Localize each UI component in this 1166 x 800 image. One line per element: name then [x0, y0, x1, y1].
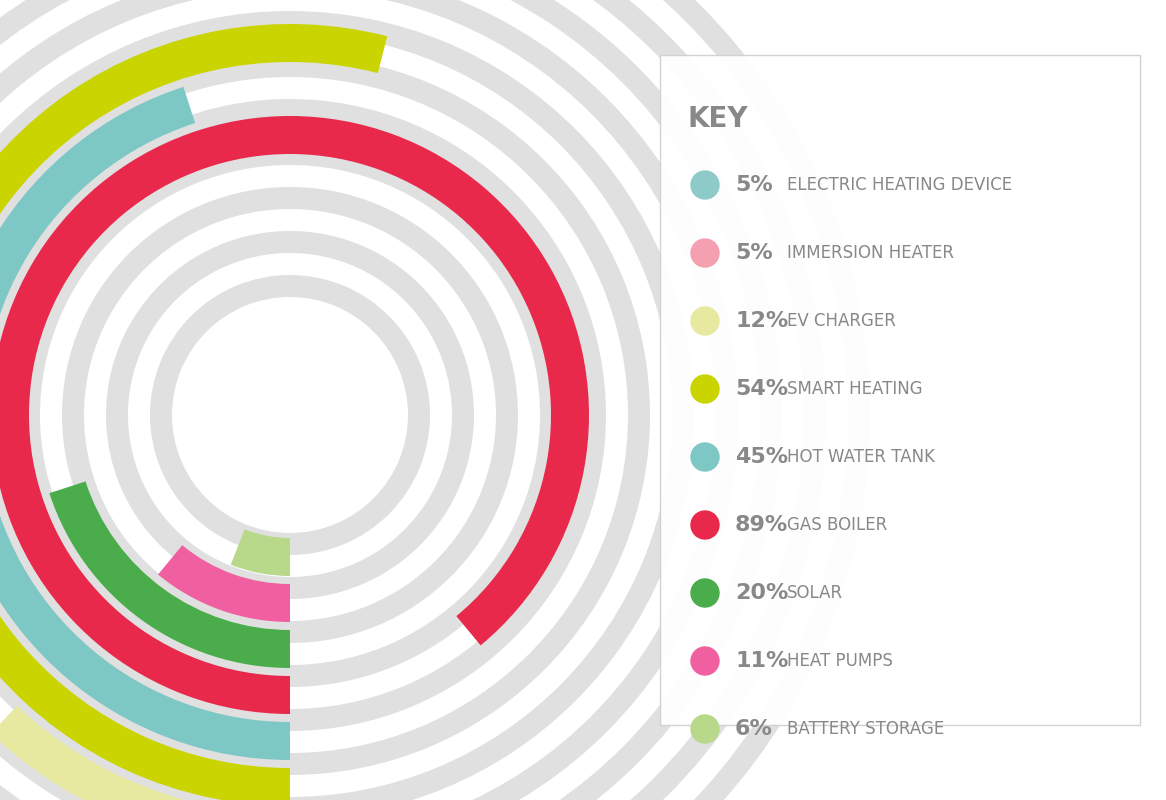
Circle shape — [691, 715, 719, 743]
Wedge shape — [0, 0, 782, 800]
Text: KEY: KEY — [688, 105, 749, 133]
Text: 6%: 6% — [735, 719, 773, 739]
Wedge shape — [0, 99, 606, 731]
FancyBboxPatch shape — [660, 55, 1140, 725]
Circle shape — [177, 302, 403, 528]
Text: ELECTRIC HEATING DEVICE: ELECTRIC HEATING DEVICE — [787, 176, 1012, 194]
Text: 5%: 5% — [735, 243, 773, 263]
Text: 11%: 11% — [735, 651, 788, 671]
Circle shape — [691, 239, 719, 267]
Text: HOT WATER TANK: HOT WATER TANK — [787, 448, 935, 466]
Text: 89%: 89% — [735, 515, 788, 535]
Wedge shape — [106, 231, 475, 599]
Wedge shape — [0, 11, 694, 800]
Wedge shape — [159, 546, 290, 622]
Text: 5%: 5% — [735, 175, 773, 195]
Wedge shape — [194, 319, 386, 511]
Circle shape — [691, 647, 719, 675]
Text: 45%: 45% — [735, 447, 788, 467]
Wedge shape — [0, 116, 589, 714]
Text: SOLAR: SOLAR — [787, 584, 843, 602]
Wedge shape — [49, 482, 290, 668]
Circle shape — [691, 375, 719, 403]
Text: BATTERY STORAGE: BATTERY STORAGE — [787, 720, 944, 738]
Text: IMMERSION HEATER: IMMERSION HEATER — [787, 244, 954, 262]
Wedge shape — [62, 187, 518, 643]
Wedge shape — [150, 275, 430, 555]
Wedge shape — [0, 0, 826, 800]
Text: GAS BOILER: GAS BOILER — [787, 516, 887, 534]
Text: EV CHARGER: EV CHARGER — [787, 312, 895, 330]
Text: 12%: 12% — [735, 311, 788, 331]
Wedge shape — [0, 0, 870, 800]
Circle shape — [691, 443, 719, 471]
Circle shape — [691, 579, 719, 607]
Wedge shape — [0, 55, 649, 775]
Text: HEAT PUMPS: HEAT PUMPS — [787, 652, 893, 670]
Text: SMART HEATING: SMART HEATING — [787, 380, 922, 398]
Text: 54%: 54% — [735, 379, 788, 399]
Circle shape — [691, 511, 719, 539]
Wedge shape — [0, 0, 738, 800]
Wedge shape — [0, 87, 290, 760]
Text: 20%: 20% — [735, 583, 788, 603]
Wedge shape — [231, 530, 290, 576]
Circle shape — [691, 307, 719, 335]
Wedge shape — [0, 706, 290, 800]
Circle shape — [691, 171, 719, 199]
Wedge shape — [0, 24, 387, 800]
Wedge shape — [17, 143, 562, 687]
